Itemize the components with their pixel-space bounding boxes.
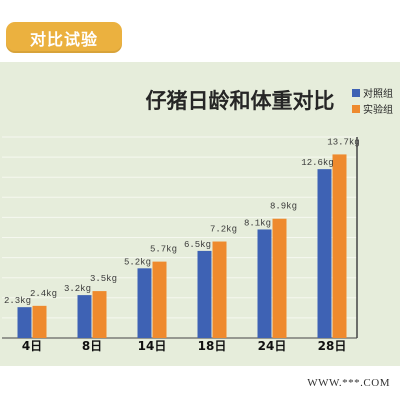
bar-experiment-3 xyxy=(152,261,167,338)
bar-experiment-1 xyxy=(32,305,47,338)
data-labels: 2.3kg 3.2kg 5.2kg 6.5kg 8.1kg 12.6kg 2.4kg 3.5k… xyxy=(4,137,360,306)
chart-title: 仔猪日龄和体重对比 xyxy=(146,89,335,113)
bar-control-4 xyxy=(197,250,212,338)
data-label-experiment-1: 2.4kg xyxy=(30,289,57,299)
legend: 对照组 实验组 xyxy=(352,87,393,116)
bar-control-1 xyxy=(17,307,32,338)
bar-control-6 xyxy=(317,169,332,338)
data-label-control-5: 8.1kg xyxy=(244,218,271,228)
bar-experiment-5 xyxy=(272,218,287,338)
weight-comparison-chart: 2.3kg 3.2kg 5.2kg 6.5kg 8.1kg 12.6kg 2.4kg 3.5k… xyxy=(2,87,393,353)
legend-label-experiment: 实验组 xyxy=(363,103,393,116)
bar-control-2 xyxy=(77,295,92,338)
legend-swatch-experiment xyxy=(352,105,360,113)
x-tick-label-1: 4日 xyxy=(22,339,42,353)
x-tick-label-3: 14日 xyxy=(138,339,167,353)
legend-swatch-control xyxy=(352,89,360,97)
x-tick-label-5: 24日 xyxy=(258,339,287,353)
bar-experiment-2 xyxy=(92,291,107,338)
x-tick-labels: 4日 8日 14日 18日 24日 28日 xyxy=(22,339,347,353)
data-label-experiment-6: 13.7kg xyxy=(327,137,359,147)
bar-experiment-4 xyxy=(212,241,227,338)
legend-label-control: 对照组 xyxy=(363,87,393,100)
data-label-control-1: 2.3kg xyxy=(4,296,31,306)
data-label-experiment-4: 7.2kg xyxy=(210,225,237,235)
x-tick-label-4: 18日 xyxy=(198,339,227,353)
site-watermark: WWW.***.COM xyxy=(307,377,390,389)
data-label-control-4: 6.5kg xyxy=(184,240,211,250)
data-label-experiment-3: 5.7kg xyxy=(150,245,177,255)
gridlines xyxy=(2,136,357,319)
data-label-control-6: 12.6kg xyxy=(301,158,333,168)
plot-frame xyxy=(2,137,358,339)
section-badge: 对比试验 xyxy=(6,22,122,53)
x-tick-label-2: 8日 xyxy=(82,339,102,353)
x-tick-label-6: 28日 xyxy=(318,339,347,353)
bars xyxy=(17,154,347,338)
data-label-control-2: 3.2kg xyxy=(64,284,91,294)
chart-panel: 2.3kg 3.2kg 5.2kg 6.5kg 8.1kg 12.6kg 2.4kg 3.5k… xyxy=(0,62,400,366)
data-label-experiment-5: 8.9kg xyxy=(270,202,297,212)
section-badge-label: 对比试验 xyxy=(29,29,98,49)
data-label-control-3: 5.2kg xyxy=(124,257,151,267)
bar-control-5 xyxy=(257,229,272,338)
bar-experiment-6 xyxy=(332,154,347,338)
data-label-experiment-2: 3.5kg xyxy=(90,274,117,284)
bar-control-3 xyxy=(137,268,152,338)
